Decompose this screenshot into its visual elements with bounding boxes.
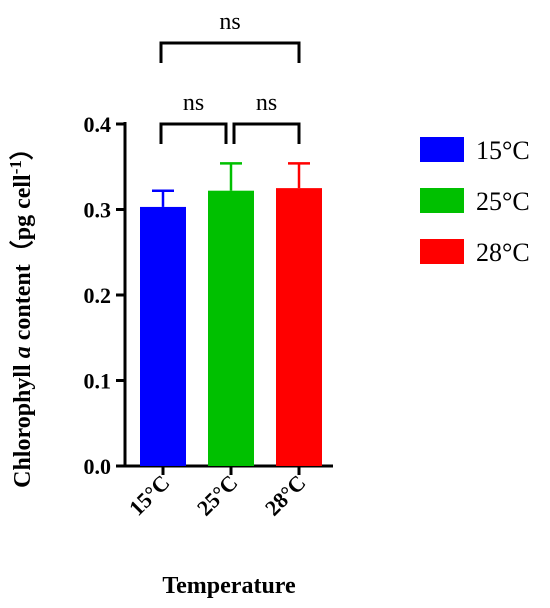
x-axis-title: Temperature — [162, 573, 296, 599]
y-tick-label: 0.2 — [84, 283, 112, 308]
significance-label: ns — [256, 90, 277, 116]
y-axis-title: Chlorophyll a content（pg cell-1） — [6, 136, 36, 488]
error-bars — [152, 162, 310, 207]
significance-bracket — [159, 41, 301, 63]
x-tick-label: 15°C — [124, 470, 175, 521]
bar — [208, 190, 254, 466]
x-tick-label: 28°C — [260, 470, 311, 521]
legend-label: 25°C — [476, 187, 530, 216]
significance-bracket — [232, 122, 301, 144]
legend-swatch — [420, 239, 464, 264]
significance-label: ns — [219, 9, 240, 35]
y-tick-label: 0.3 — [84, 198, 112, 223]
legend-label: 28°C — [476, 238, 530, 267]
y-ticks: 0.0 0.1 0.2 0.3 0.4 — [84, 112, 125, 479]
significance-label: ns — [183, 90, 204, 116]
legend-swatch — [420, 188, 464, 213]
bar — [276, 188, 322, 466]
x-tick-labels: 15°C 25°C 28°C — [124, 466, 311, 521]
legend-swatch — [420, 137, 464, 162]
legend: 15°C 25°C 28°C — [420, 136, 530, 267]
y-tick-label: 0.0 — [84, 454, 112, 479]
bar — [140, 206, 186, 466]
legend-label: 15°C — [476, 136, 530, 165]
significance-brackets: ns ns ns — [159, 9, 301, 144]
y-tick-label: 0.1 — [84, 369, 112, 394]
y-tick-label: 0.4 — [84, 112, 112, 137]
x-tick-label: 25°C — [192, 470, 243, 521]
significance-bracket — [159, 122, 228, 144]
bars — [140, 188, 322, 466]
